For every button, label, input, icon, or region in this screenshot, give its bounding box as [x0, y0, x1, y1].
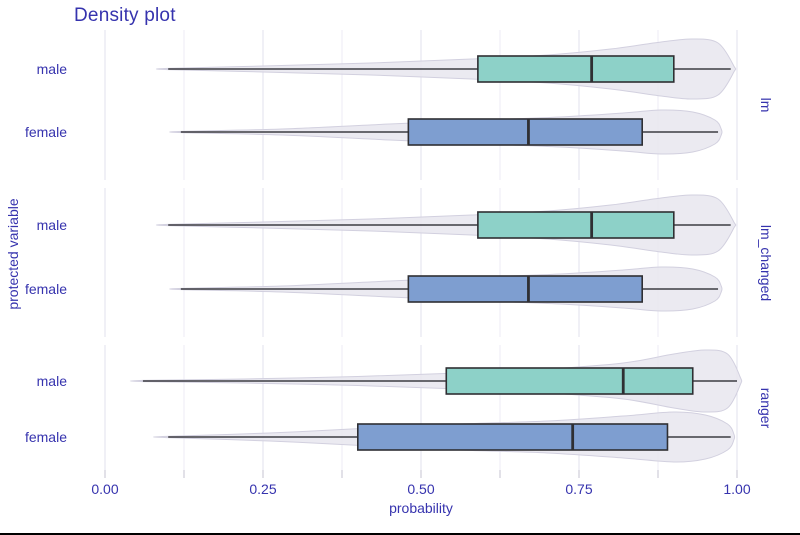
x-tick-label-1.00: 1.00: [723, 481, 751, 497]
y-label-lm_changed-male: male: [36, 217, 67, 233]
y-label-lm-male: male: [36, 61, 67, 77]
frame-bottom-border: [0, 533, 800, 535]
box-ranger-male: [445, 367, 694, 395]
x-tick-label-0.75: 0.75: [565, 481, 593, 497]
facet-label-lm_changed: lm_changed: [758, 224, 774, 301]
box-lm_changed-male: [477, 211, 675, 239]
x-tick-label-0.00: 0.00: [91, 481, 119, 497]
box-lm-male: [477, 55, 675, 83]
chart-title: Density plot: [74, 5, 176, 26]
box-lm-female: [407, 118, 643, 146]
x-axis-title: probability: [389, 500, 453, 516]
x-tick-label-0.25: 0.25: [249, 481, 277, 497]
facet-label-lm: lm: [758, 97, 774, 113]
y-axis-title: protected variable: [5, 198, 21, 310]
y-label-ranger-male: male: [36, 373, 67, 389]
box-ranger-female: [356, 423, 669, 451]
y-label-lm-female: female: [24, 124, 67, 140]
y-label-lm_changed-female: female: [24, 281, 67, 297]
x-tick-label-0.50: 0.50: [407, 481, 435, 497]
y-label-ranger-female: female: [24, 429, 67, 445]
box-lm_changed-female: [407, 275, 643, 303]
facet-label-ranger: ranger: [758, 387, 774, 428]
